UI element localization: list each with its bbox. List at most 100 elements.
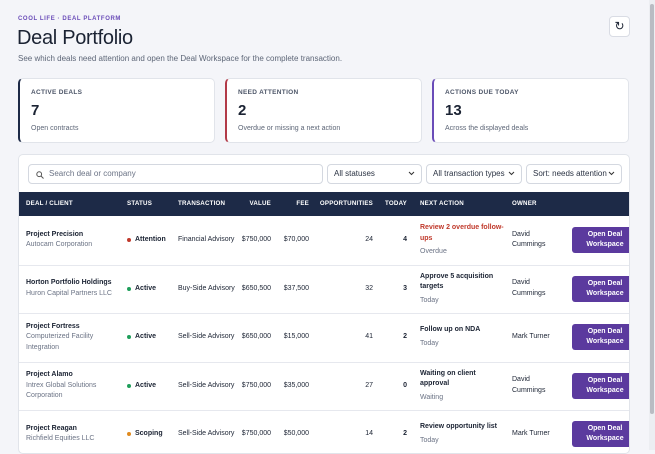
client-name: Intrex Global Solutions Corporation <box>26 381 97 400</box>
scrollbar-thumb <box>650 4 654 414</box>
cell: David Cummings <box>512 216 564 265</box>
fee: $50,000 <box>283 430 309 437</box>
cell: 3 <box>379 265 407 314</box>
search-placeholder: Search deal or company <box>49 169 136 178</box>
fee: $37,500 <box>283 284 309 292</box>
cell: 41 <box>314 313 373 362</box>
cell: $750,000 <box>234 410 271 453</box>
owner: David Cummings <box>512 230 546 249</box>
fee: $35,000 <box>283 381 309 389</box>
deal-value: $650,500 <box>241 284 271 292</box>
next-action: Follow up on NDA <box>420 326 481 334</box>
cell: $650,000 <box>234 313 271 362</box>
cell: $50,000 <box>273 410 309 453</box>
due: Today <box>420 436 439 444</box>
refresh-button[interactable]: ↻ <box>609 16 630 37</box>
next-action: Review 2 overdue follow-ups <box>420 224 504 242</box>
cell: $37,500 <box>273 265 309 314</box>
search-icon <box>36 171 44 179</box>
today-count: 2 <box>403 333 407 340</box>
cell: Waiting on client approval Waiting <box>420 362 506 411</box>
transaction: Sell-Side Advisory <box>178 430 235 437</box>
cell: Financial Advisory <box>178 216 238 265</box>
open-workspace-button[interactable]: Open Deal Workspace <box>572 324 629 351</box>
next-action: Waiting on client approval <box>420 369 476 388</box>
cell: Sell-Side Advisory <box>178 313 238 362</box>
client-name: Autocam Corporation <box>26 241 93 249</box>
owner: Mark Turner <box>512 333 550 340</box>
cell: 2 <box>379 410 407 453</box>
search-input[interactable]: Search deal or company <box>28 164 323 184</box>
cell: 24 <box>314 216 373 265</box>
cell: Project Precision Autocam Corporation <box>26 216 116 265</box>
open-workspace-button[interactable]: Open Deal Workspace <box>572 372 629 399</box>
table-row: Project Alamo Intrex Global Solutions Cor… <box>19 362 629 411</box>
deal-name: Project Reagan <box>26 424 77 432</box>
today-count: 0 <box>403 381 407 389</box>
sort-select-label: Sort: needs attention <box>533 169 607 178</box>
cell: $35,000 <box>273 362 309 411</box>
deal-value: $750,000 <box>241 430 271 437</box>
client-name: Computerized Facility Integration <box>26 333 94 351</box>
cell: Active <box>127 362 175 411</box>
column-header: FEE <box>296 200 309 207</box>
opportunities: 41 <box>365 333 373 340</box>
cell: David Cummings <box>512 265 564 314</box>
table-row: Horton Portfolio Holdings Huron Capital P… <box>19 265 629 314</box>
cell: Follow up on NDA Today <box>420 313 506 362</box>
transaction: Financial Advisory <box>178 236 235 243</box>
owner: David Cummings <box>512 376 546 394</box>
opportunities: 32 <box>365 284 373 292</box>
cell: Approve 5 acquisition targets Today <box>420 265 506 314</box>
status-select[interactable]: All statuses <box>327 164 422 184</box>
status-dot <box>127 335 131 340</box>
due: Today <box>420 339 439 347</box>
owner: David Cummings <box>512 279 546 297</box>
due: Overdue <box>420 248 447 255</box>
stat-note: Across the displayed deals <box>445 125 529 132</box>
column-header: TODAY <box>385 200 407 207</box>
cell: David Cummings <box>512 362 564 411</box>
column-header: VALUE <box>249 200 271 207</box>
stat-card: ACTIVE DEALS 7 Open contracts <box>18 78 215 143</box>
transaction: Sell-Side Advisory <box>178 381 235 389</box>
today-count: 4 <box>403 236 407 243</box>
transaction-select[interactable]: All transaction types <box>426 164 522 184</box>
cell: $750,000 <box>234 362 271 411</box>
status-label: Active <box>135 284 157 292</box>
stat-label: ACTIVE DEALS <box>31 89 83 96</box>
status-dot <box>127 383 131 388</box>
cell: $70,000 <box>273 216 309 265</box>
chevron <box>408 171 415 176</box>
chevron <box>508 171 515 176</box>
opportunities: 27 <box>365 381 373 389</box>
table-row: Project Precision Autocam Corporation Atte… <box>19 216 629 266</box>
cell: Mark Turner <box>512 313 564 362</box>
status-select-label: All statuses <box>334 169 375 178</box>
open-workspace-button[interactable]: Open Deal Workspace <box>572 227 629 254</box>
open-workspace-button[interactable]: Open Deal Workspace <box>572 275 629 302</box>
status-dot <box>127 238 131 243</box>
client-name: Richfield Equities LLC <box>26 435 95 443</box>
sort-select[interactable]: Sort: needs attention <box>526 164 622 184</box>
cell: Sell-Side Advisory <box>178 410 238 453</box>
cell: Buy-Side Advisory <box>178 265 238 314</box>
deal-value: $750,000 <box>241 381 271 389</box>
column-header: STATUS <box>127 200 153 207</box>
cell: Scoping <box>127 410 175 453</box>
cell: 2 <box>379 313 407 362</box>
status-label: Active <box>135 333 157 340</box>
cell: 0 <box>379 362 407 411</box>
status-label: Active <box>135 381 157 389</box>
today-count: 2 <box>403 430 407 437</box>
cell: Mark Turner <box>512 410 564 453</box>
due: Today <box>420 296 439 304</box>
status-label: Scoping <box>135 430 163 437</box>
cell: $750,000 <box>234 216 271 265</box>
open-workspace-button[interactable]: Open Deal Workspace <box>572 421 629 448</box>
page-title: Deal Portfolio <box>17 27 133 49</box>
cell: Active <box>127 313 175 362</box>
chevron <box>608 171 615 176</box>
column-header: TRANSACTION <box>178 200 226 207</box>
